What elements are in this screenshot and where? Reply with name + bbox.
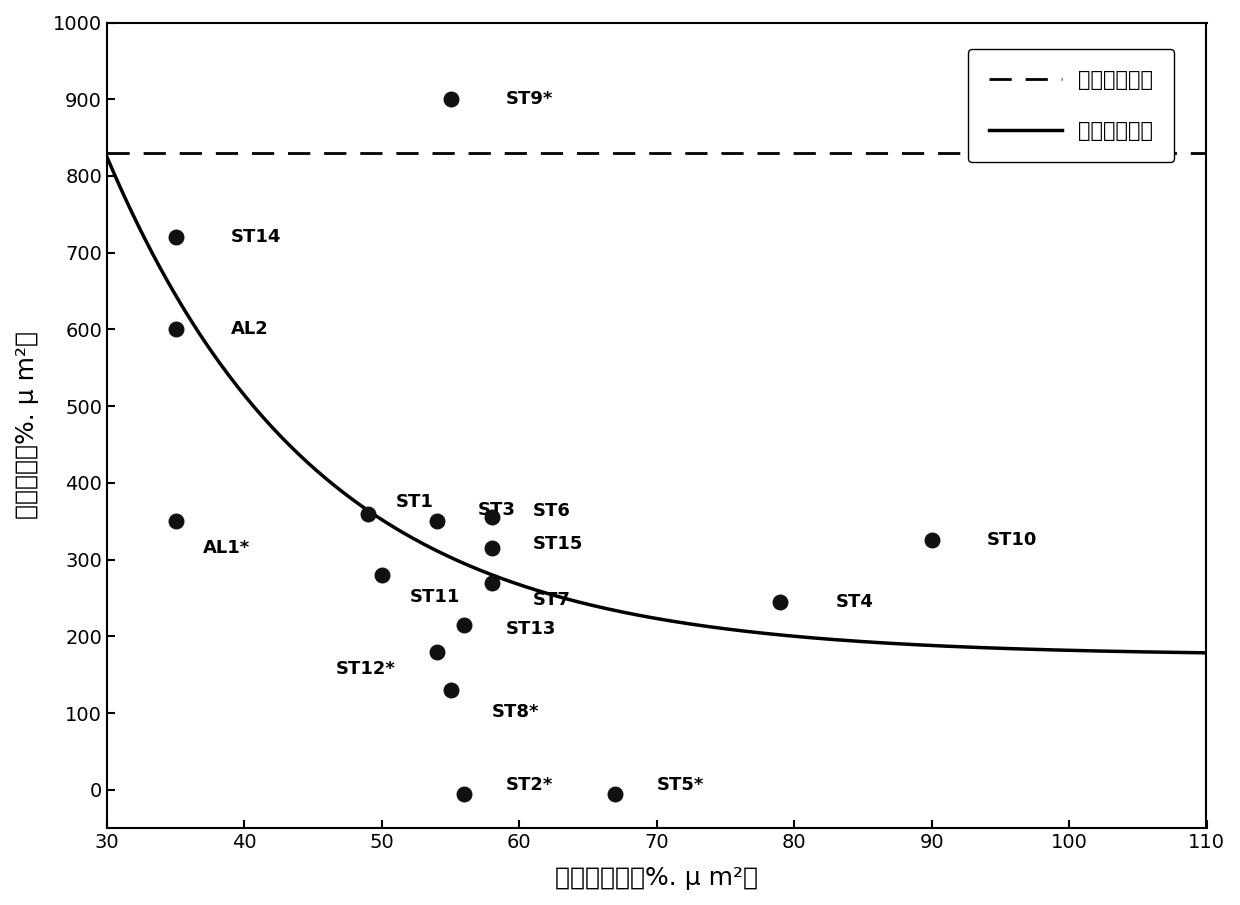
Legend: 槽最大体积分, 槽最小体积分: 槽最大体积分, 槽最小体积分 — [968, 49, 1174, 162]
Text: ST6: ST6 — [533, 502, 570, 520]
Point — [440, 683, 460, 698]
Point — [921, 533, 941, 548]
Point — [427, 644, 446, 659]
Point — [166, 230, 186, 244]
Point — [454, 617, 474, 632]
Text: ST8*: ST8* — [492, 702, 539, 720]
X-axis label: 纤芯体积分（%. μ m²）: 纤芯体积分（%. μ m²） — [556, 866, 758, 890]
Text: ST15: ST15 — [533, 536, 583, 553]
Point — [372, 567, 392, 582]
Text: ST5*: ST5* — [657, 776, 704, 794]
Y-axis label: 槽体积分（%. μ m²）: 槽体积分（%. μ m²） — [15, 331, 38, 519]
Point — [454, 786, 474, 801]
Point — [605, 786, 625, 801]
Point — [358, 507, 378, 521]
Text: ST3: ST3 — [477, 500, 516, 519]
Text: ST1: ST1 — [396, 493, 434, 511]
Point — [440, 92, 460, 107]
Point — [166, 322, 186, 337]
Text: AL1*: AL1* — [203, 539, 250, 557]
Text: ST10: ST10 — [987, 531, 1037, 549]
Point — [482, 576, 502, 590]
Text: ST11: ST11 — [409, 587, 460, 605]
Point — [482, 541, 502, 556]
Text: ST7: ST7 — [533, 591, 570, 608]
Point — [482, 510, 502, 525]
Point — [770, 595, 790, 609]
Text: ST12*: ST12* — [336, 660, 396, 678]
Text: ST14: ST14 — [231, 228, 281, 246]
Text: ST4: ST4 — [836, 593, 873, 611]
Point — [166, 514, 186, 529]
Point — [427, 514, 446, 529]
Text: ST9*: ST9* — [506, 90, 553, 109]
Text: ST2*: ST2* — [506, 776, 553, 794]
Text: ST13: ST13 — [506, 620, 556, 638]
Text: AL2: AL2 — [231, 320, 268, 338]
